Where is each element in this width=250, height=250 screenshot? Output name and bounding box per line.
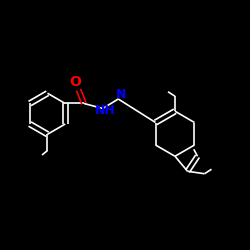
Text: NH: NH	[94, 104, 115, 117]
Text: O: O	[70, 75, 82, 89]
Text: N: N	[116, 88, 126, 102]
